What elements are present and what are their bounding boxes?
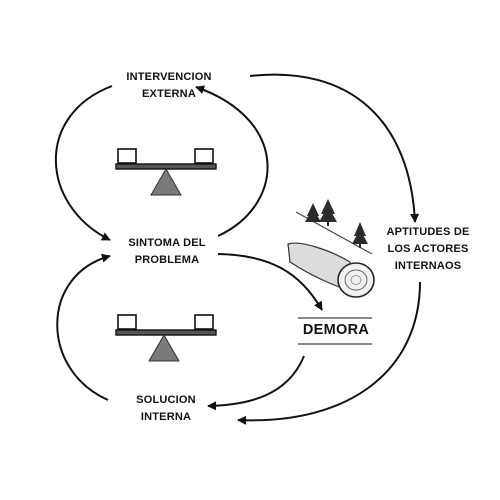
log-icon [287, 199, 375, 298]
node-problem-symptom: SINTOMA DEL PROBLEMA [128, 235, 205, 269]
node-external-line1: INTERVENCION [126, 71, 212, 83]
node-external-intervention: INTERVENCION EXTERNA [126, 69, 211, 103]
pine-tree-icon [305, 199, 368, 248]
node-internal-line1: SOLUCION [136, 394, 196, 406]
node-symptom-line1: SINTOMA DEL [128, 237, 206, 249]
arrow-delay-to-internal [207, 355, 305, 411]
node-actors-line2: LOS ACTORES [387, 243, 469, 255]
delay-label: DEMORA [302, 322, 370, 338]
arrow-internal-to-symptom [56, 253, 111, 401]
arrow-actors-to-internal [237, 281, 421, 425]
node-actors-line3: INTERNAOS [394, 260, 462, 272]
node-internal-line2: INTERNA [140, 411, 192, 423]
arrow-symptom-to-external [195, 85, 269, 237]
arrow-external-to-actors [249, 73, 420, 223]
balance-scale-icon [115, 314, 217, 362]
node-symptom-line2: PROBLEMA [134, 254, 200, 266]
node-internal-solution: SOLUCION INTERNA [136, 392, 196, 426]
arrow-symptom-to-delay [217, 253, 323, 311]
node-actor-aptitudes: APTITUDES DE LOS ACTORES INTERNAOS [386, 224, 469, 275]
node-external-line2: EXTERNA [142, 88, 196, 100]
balance-scale-icon [115, 148, 217, 196]
node-actors-line1: APTITUDES DE [386, 226, 470, 238]
arrow-external-to-symptom [54, 85, 113, 241]
